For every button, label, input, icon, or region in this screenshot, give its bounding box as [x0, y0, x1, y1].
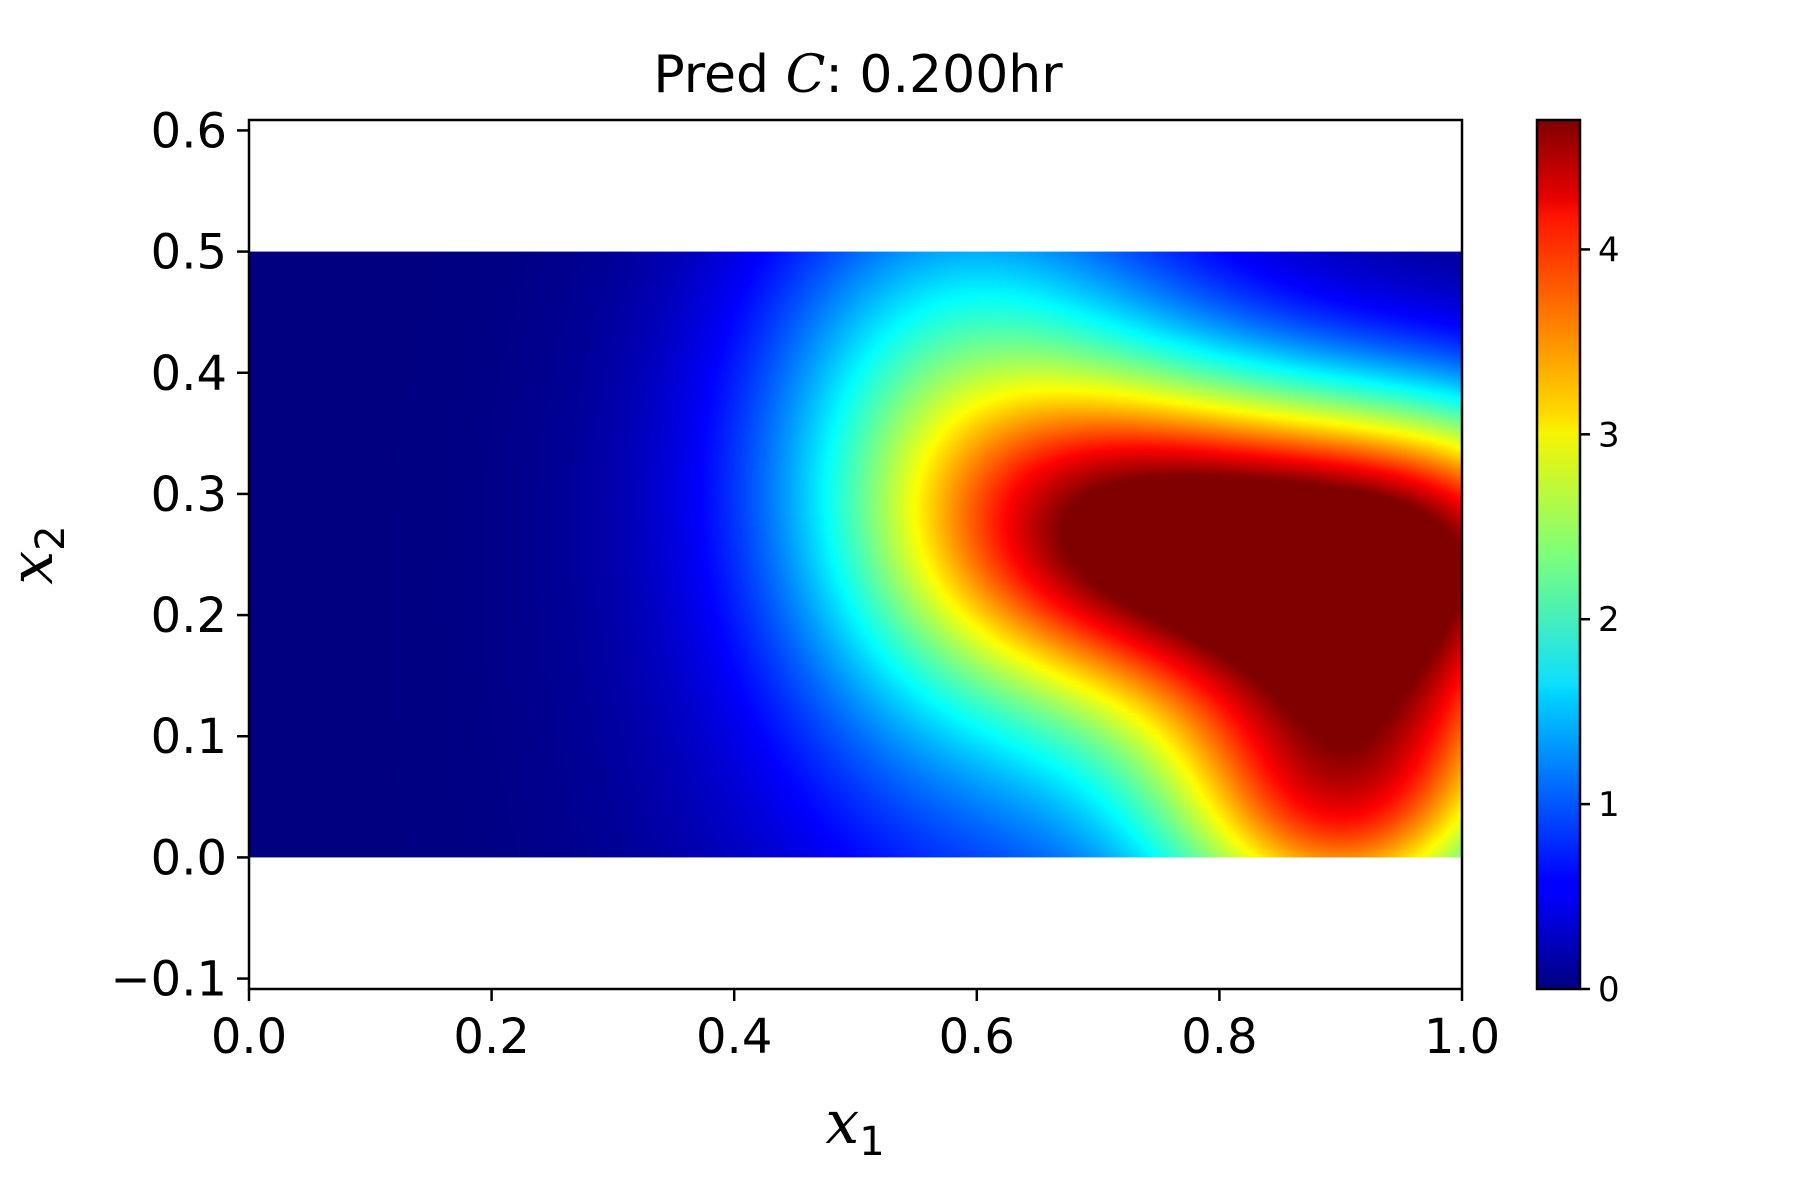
x-tick-label: 0.2: [453, 1009, 529, 1065]
y-tick-label: 0.5: [151, 225, 227, 281]
colorbar: 0 1 2 3 4: [1535, 118, 1620, 1010]
x-tick-label: 0.4: [696, 1009, 772, 1065]
y-axis-label: x2: [0, 525, 74, 584]
x-tick-label: 1.0: [1424, 1009, 1500, 1065]
colorbar-gradient: [1537, 120, 1580, 989]
colorbar-tick-label: 2: [1598, 600, 1620, 640]
y-tick-label: 0.4: [151, 346, 227, 402]
plot-area: [249, 251, 1462, 858]
colorbar-ticks: 0 1 2 3 4: [1580, 230, 1620, 1010]
colorbar-tick-label: 4: [1598, 230, 1620, 270]
heatmap-image: [249, 251, 1462, 858]
colorbar-frame: [1535, 118, 1582, 991]
y-tick-label: 0.2: [151, 588, 227, 644]
colorbar-tick-label: 1: [1598, 785, 1620, 825]
chart-title: Pred C: 0.200hr: [653, 45, 1063, 105]
x-tick-label: 0.8: [1181, 1009, 1257, 1065]
y-tick-label: −0.1: [110, 952, 227, 1008]
x-axis-label: x1: [825, 1088, 884, 1165]
y-tick-label: 0.3: [151, 467, 227, 523]
x-tick-label: 0.6: [939, 1009, 1015, 1065]
x-axis-ticks: 0.0 0.2 0.4 0.6 0.8 1.0: [211, 989, 1500, 1065]
colorbar-tick-label: 3: [1598, 415, 1620, 455]
axes-frame: [247, 118, 1464, 991]
y-axis-ticks: −0.1 0.0 0.1 0.2 0.3 0.4 0.5 0.6: [110, 103, 249, 1008]
y-tick-label: 0.6: [151, 103, 227, 159]
colorbar-tick-label: 0: [1598, 970, 1620, 1010]
y-tick-label: 0.1: [151, 709, 227, 765]
y-tick-label: 0.0: [151, 830, 227, 886]
x-tick-label: 0.0: [211, 1009, 287, 1065]
